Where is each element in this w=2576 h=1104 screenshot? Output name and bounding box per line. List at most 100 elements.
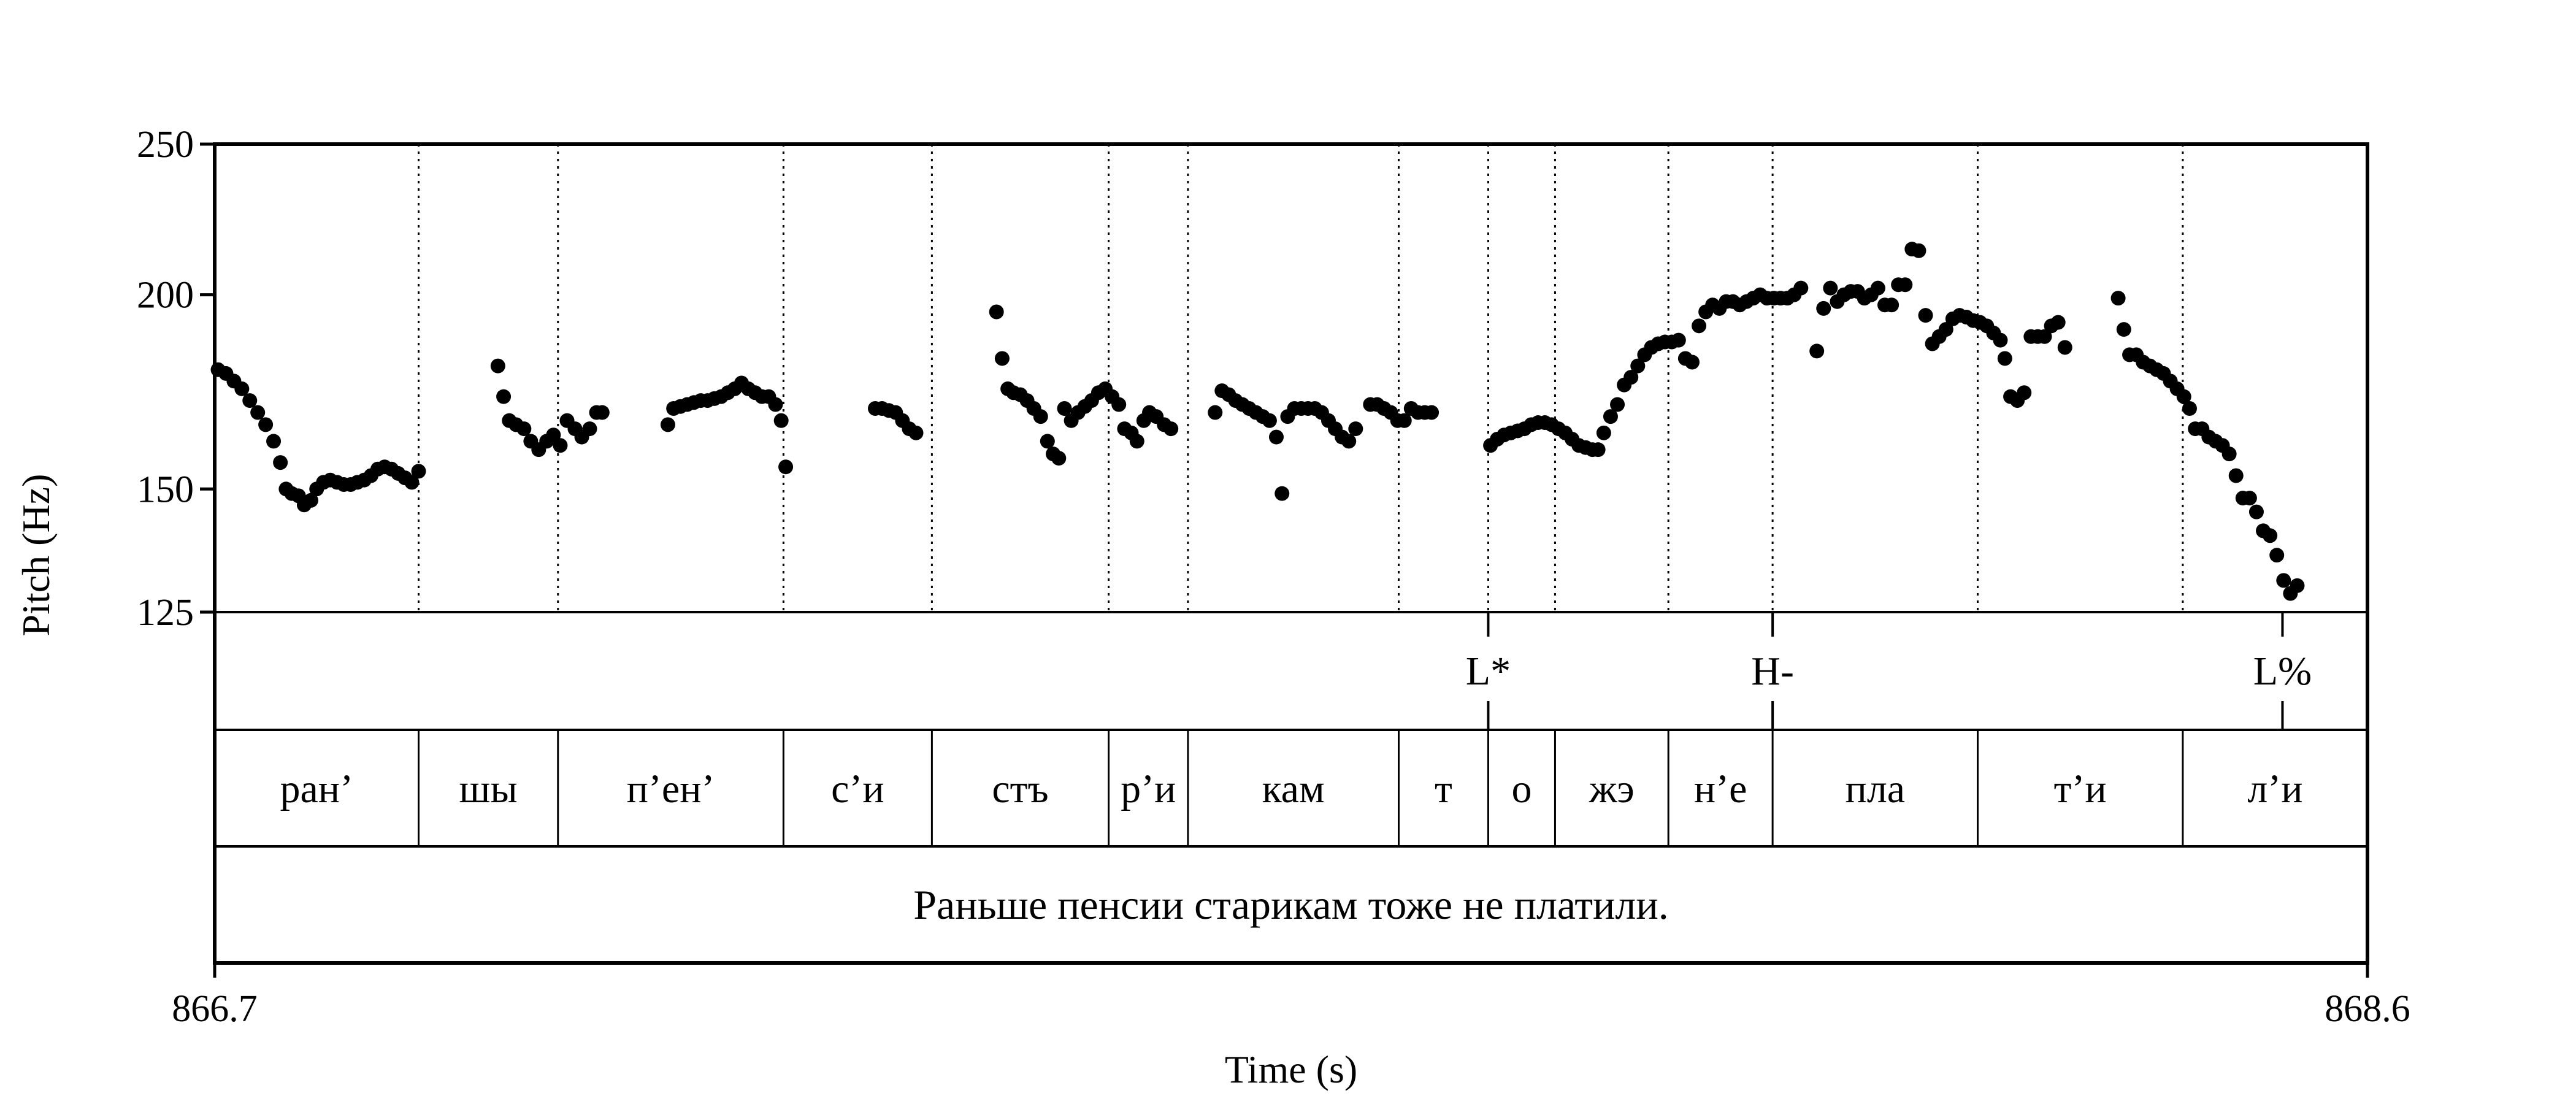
pitch-point (994, 351, 1010, 366)
pitch-point (582, 421, 597, 437)
syllable-label: шы (459, 767, 518, 811)
syllable-label: кам (1262, 767, 1325, 811)
syllable-label: н’е (1694, 767, 1747, 811)
pitch-point (1040, 434, 1055, 449)
pitch-point (1603, 409, 1618, 424)
pitch-point (2263, 528, 2278, 543)
pitch-point (1630, 358, 1646, 374)
pitch-point (778, 459, 794, 475)
pitch-point (516, 421, 532, 437)
pitch-point (1129, 434, 1144, 449)
pitch-point (2110, 291, 2126, 306)
syllable-label: пла (1846, 767, 1906, 811)
pitch-point (2017, 385, 2032, 401)
tone-label: H- (1751, 649, 1794, 694)
pitch-point (1997, 351, 2012, 366)
sentence-label: Раньше пенсии старикам тоже не платили. (913, 881, 1669, 928)
y-axis-title: Pitch (Hz) (14, 474, 58, 637)
pitch-point (1596, 425, 1611, 440)
pitch-point (250, 405, 266, 420)
pitch-point (908, 425, 924, 440)
tone-label: L* (1466, 649, 1511, 694)
pitch-point (1911, 243, 1926, 258)
pitch-point (768, 397, 783, 412)
pitch-point (490, 358, 505, 374)
syllable-label: ран’ (280, 767, 353, 811)
pitch-point (2221, 447, 2237, 462)
pitch-point (1111, 397, 1127, 412)
pitch-point (411, 464, 426, 479)
pitch-point (1051, 451, 1067, 466)
pitch-point (266, 434, 282, 449)
pitch-point (1692, 318, 1707, 334)
pitch-point (553, 438, 568, 453)
pitch-point (304, 493, 319, 508)
pitch-point (2050, 315, 2066, 330)
pitch-point (2290, 578, 2305, 593)
pitch-point (2242, 491, 2257, 506)
pitch-point (2037, 329, 2052, 344)
pitch-point (404, 475, 420, 490)
annotation-tiers: ран’ шы п’ен’ с’и стъ р’и кам т о жэ н’е пла т’и л’и L… (215, 611, 2367, 848)
syllable-label: р’и (1121, 767, 1176, 811)
pitch-point (989, 304, 1004, 320)
pitch-point (660, 417, 675, 432)
pitch-point (546, 427, 561, 443)
pitch-point (1590, 442, 1606, 458)
pitch-point (1793, 280, 1809, 296)
pitch-point (2228, 468, 2244, 483)
pitch-point (2276, 573, 2291, 588)
pitch-point (1684, 355, 1700, 370)
pitch-point (1424, 405, 1439, 420)
pitch-point (1816, 301, 1831, 316)
pitch-point (1057, 401, 1072, 416)
pitch-point (258, 417, 274, 432)
pitch-point (773, 413, 789, 428)
pitch-point (1884, 297, 1899, 313)
pitch-point (496, 389, 512, 404)
syllable-label: с’и (831, 767, 884, 811)
syllable-label: о (1511, 767, 1531, 811)
y-tick-label: 150 (137, 469, 194, 510)
pitch-point (1623, 370, 1639, 385)
syllable-label: т’и (2054, 767, 2107, 811)
pitch-point (2269, 548, 2285, 563)
tone-label: L% (2253, 649, 2312, 694)
x-axis-title: Time (s) (1225, 1048, 1357, 1091)
pitch-point (2176, 389, 2191, 404)
pitch-point (1671, 332, 1686, 348)
syllable-label: стъ (992, 767, 1048, 811)
pitch-point (1397, 413, 1412, 428)
x-tick-label: 868.6 (2325, 988, 2410, 1030)
pitch-point (1275, 486, 1290, 501)
pitch-point (1809, 343, 1825, 359)
pitch-point (1898, 277, 1913, 293)
pitch-point (2116, 322, 2131, 337)
syllable-boundary-grid (418, 144, 2184, 612)
syllable-label: п’ен’ (627, 767, 715, 811)
pitch-point (2248, 504, 2264, 519)
pitch-point (1341, 434, 1357, 449)
pitch-point (1268, 429, 1284, 445)
pitch-point (1823, 280, 1838, 296)
y-tick-label: 200 (137, 275, 194, 316)
pitch-point (1993, 332, 2008, 348)
pitch-point (1348, 421, 1363, 437)
pitch-point (242, 393, 258, 408)
pitch-point (1870, 280, 1885, 296)
pitch-points (210, 242, 2305, 601)
pitch-point (1938, 322, 1953, 337)
pitch-point (1208, 405, 1223, 420)
pitch-point (1262, 413, 1277, 428)
pitch-point (1163, 421, 1179, 437)
syllable-label: жэ (1589, 767, 1635, 811)
pitch-point (1918, 308, 1933, 323)
x-tick-label: 866.7 (172, 988, 258, 1030)
pitch-point (234, 381, 250, 396)
pitch-point (1033, 409, 1048, 424)
y-tick-label: 125 (137, 592, 194, 634)
pitch-point (594, 405, 610, 420)
pitch-point (2182, 401, 2197, 416)
syllable-label: л’и (2247, 767, 2302, 811)
